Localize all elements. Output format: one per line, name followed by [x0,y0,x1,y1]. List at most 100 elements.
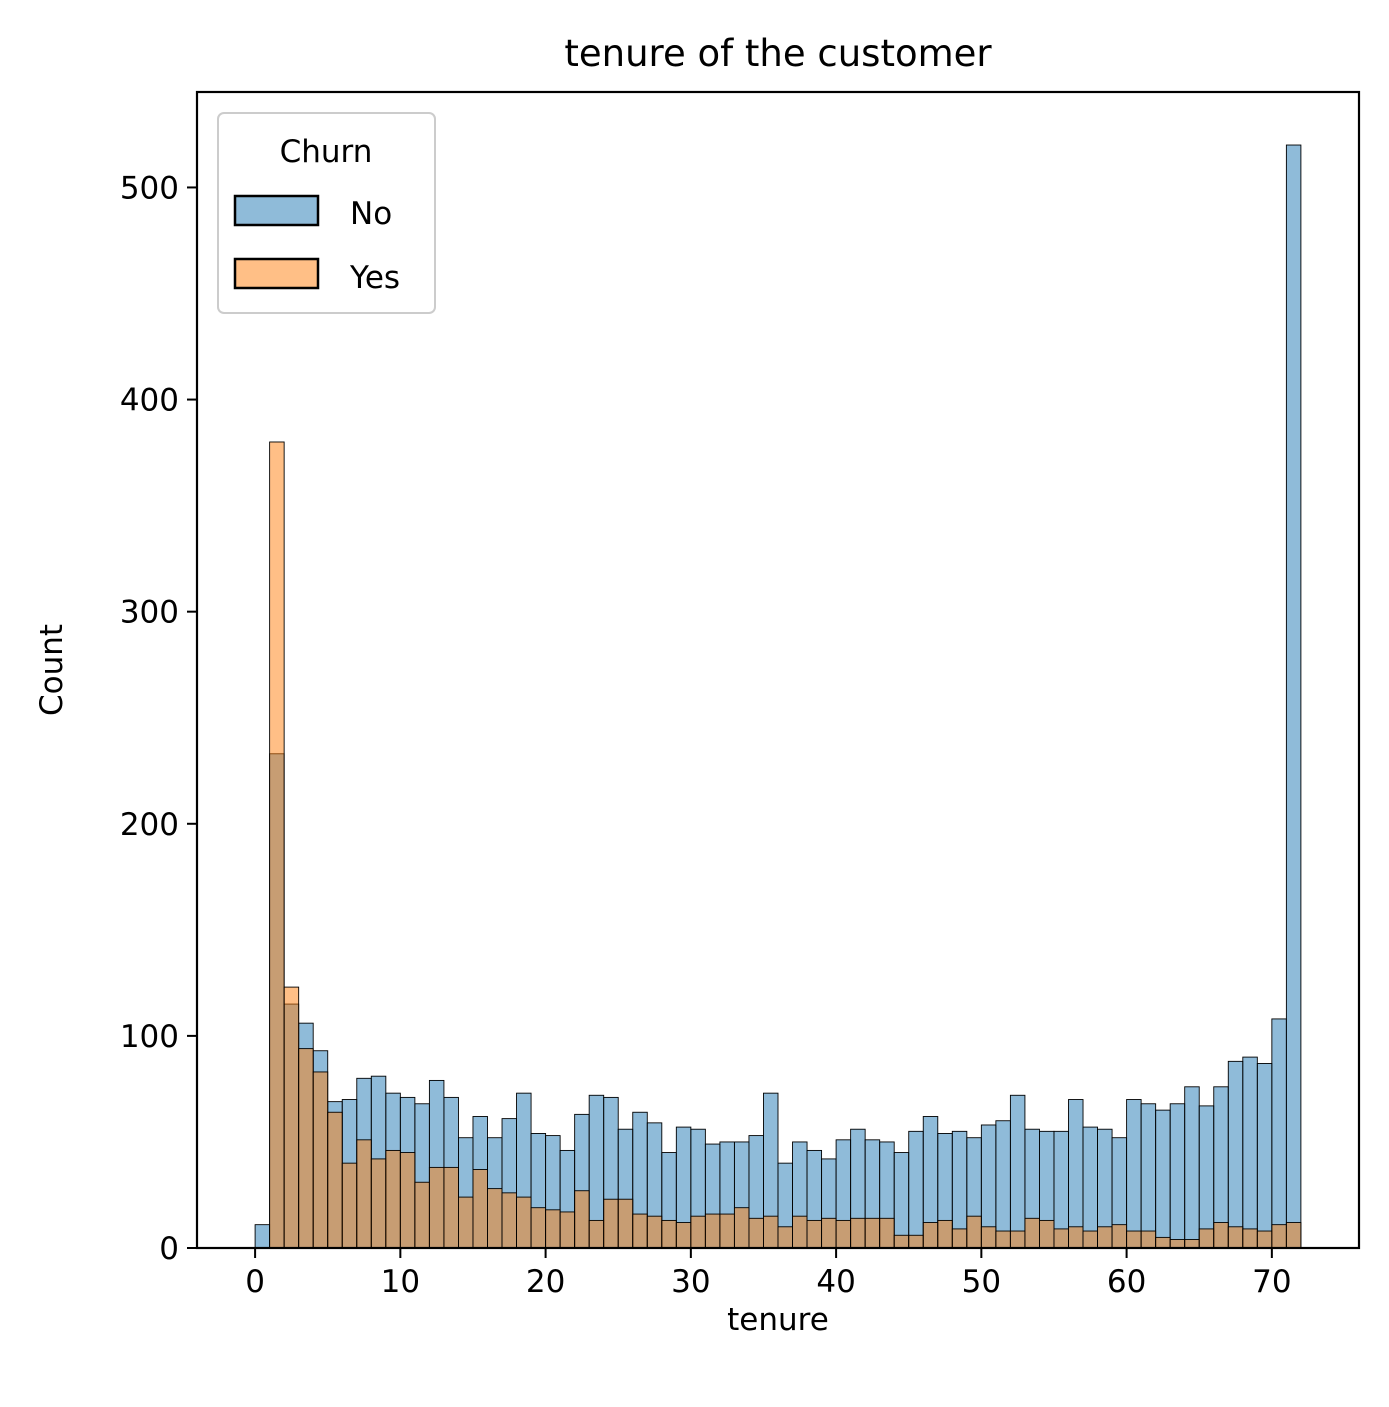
bar-yes-bin-49 [966,1215,982,1249]
bar-yes-bin-48 [951,1228,968,1249]
bar-no-bin-44 [893,1152,910,1249]
bar-no-bin-69 [1256,1063,1273,1249]
bar-yes-bin-69 [1256,1230,1273,1249]
x-tick-label-30: 30 [671,1264,710,1300]
bar-no-bin-52 [1009,1094,1026,1249]
bar-yes-bin-15 [472,1169,488,1249]
bar-yes-bin-45 [908,1234,924,1249]
bar-yes-bin-36 [777,1226,793,1249]
bar-yes-bin-56 [1068,1226,1084,1249]
bar-yes-bin-52 [1009,1230,1026,1249]
bar-yes-bin-10 [399,1152,416,1249]
bar-no-bin-64 [1184,1086,1200,1249]
bar-yes-bin-53 [1024,1217,1040,1249]
bar-yes-bin-60 [1126,1230,1142,1249]
bar-yes-bin-68 [1242,1228,1258,1249]
bar-yes-bin-33 [733,1207,750,1249]
plot-frame [195,90,1361,1250]
bar-yes-bin-30 [690,1215,706,1249]
bar-yes-bin-2 [283,986,300,1249]
chart-title: tenure of the customer [564,32,992,75]
bar-yes-bin-7 [356,1139,372,1249]
x-axis-ticks: 0 10 20 30 40 50 60 70 [245,1248,1292,1300]
bar-yes-bin-39 [821,1217,837,1249]
bar-no-bin-61 [1140,1103,1157,1249]
bar-yes-bin-23 [588,1219,605,1249]
bar-yes-bin-38 [806,1219,823,1249]
bar-yes-bin-54 [1038,1219,1055,1249]
legend-swatch-yes [233,257,320,290]
bar-yes-bin-37 [792,1215,808,1249]
bar-no-bin-63 [1169,1103,1186,1249]
y-tick-label-500: 500 [120,170,179,206]
bar-no-bin-68 [1242,1056,1258,1249]
legend: Churn No Yes [217,112,436,314]
bar-no-bin-62 [1155,1109,1171,1249]
bar-no-bin-65 [1198,1105,1215,1249]
y-tick-label-0: 0 [159,1231,179,1267]
legend-swatch-no [233,194,320,227]
bar-yes-bin-61 [1140,1230,1157,1249]
bar-yes-bin-8 [370,1158,387,1249]
bar-yes-bin-32 [719,1213,735,1249]
bar-no-bin-51 [995,1120,1011,1249]
bar-yes-bin-1 [269,441,285,1249]
bar-yes-bin-47 [937,1219,953,1249]
bar-yes-bin-13 [443,1166,459,1249]
bar-no-bin-70 [1271,1018,1287,1249]
bar-no-bin-67 [1227,1060,1244,1249]
bar-yes-bin-21 [559,1211,576,1249]
bar-yes-bin-63 [1169,1239,1186,1249]
bar-yes-bin-20 [545,1209,561,1249]
x-axis-label: tenure [727,1302,829,1338]
bar-yes-bin-17 [501,1192,517,1249]
bar-yes-bin-12 [428,1166,445,1249]
bar-yes-bin-64 [1184,1239,1200,1249]
bar-yes-bin-16 [487,1188,503,1249]
bar-yes-bin-24 [603,1198,619,1249]
bar-yes-bin-31 [704,1213,721,1249]
bar-no-bin-0 [254,1224,271,1249]
bar-yes-bin-27 [646,1215,663,1249]
bar-yes-bin-46 [922,1222,939,1249]
x-tick-label-10: 10 [381,1264,420,1300]
bar-yes-bin-43 [879,1217,895,1249]
legend-title: Churn [280,134,373,170]
bar-yes-bin-66 [1213,1222,1229,1249]
y-axis-label: Count [34,624,70,716]
bar-yes-bin-4 [312,1071,329,1249]
bar-yes-bin-29 [675,1222,692,1249]
bar-yes-bin-70 [1271,1224,1287,1249]
y-tick-label-400: 400 [120,383,179,419]
bar-yes-bin-67 [1227,1226,1244,1249]
y-tick-label-100: 100 [120,1019,179,1055]
y-tick-label-300: 300 [120,595,179,631]
bar-no-bin-60 [1126,1099,1142,1249]
y-axis-ticks: 0 100 200 300 400 500 [120,170,197,1267]
bar-yes-bin-9 [385,1149,401,1249]
bar-yes-bin-62 [1155,1236,1171,1249]
bar-yes-bin-19 [530,1207,547,1249]
bar-yes-bin-40 [835,1219,852,1249]
bar-no-bin-57 [1082,1126,1099,1249]
bar-yes-bin-71 [1285,1222,1302,1249]
bar-yes-bin-22 [574,1190,590,1249]
x-tick-label-70: 70 [1252,1264,1291,1300]
bar-yes-bin-11 [414,1181,430,1249]
bar-yes-bin-58 [1097,1226,1113,1249]
bar-no-bin-45 [908,1130,924,1249]
x-tick-label-50: 50 [962,1264,1001,1300]
bar-yes-bin-41 [850,1217,866,1249]
bar-yes-bin-44 [893,1234,910,1249]
series-yes-bars [269,441,1302,1249]
bar-yes-bin-26 [632,1213,648,1249]
y-tick-label-200: 200 [120,807,179,843]
bar-yes-bin-55 [1053,1228,1069,1249]
bar-yes-bin-5 [327,1111,343,1249]
bar-yes-bin-6 [341,1162,358,1249]
x-tick-label-60: 60 [1107,1264,1146,1300]
x-tick-label-0: 0 [245,1264,265,1300]
bar-yes-bin-57 [1082,1230,1099,1249]
legend-label-yes: Yes [349,260,400,296]
